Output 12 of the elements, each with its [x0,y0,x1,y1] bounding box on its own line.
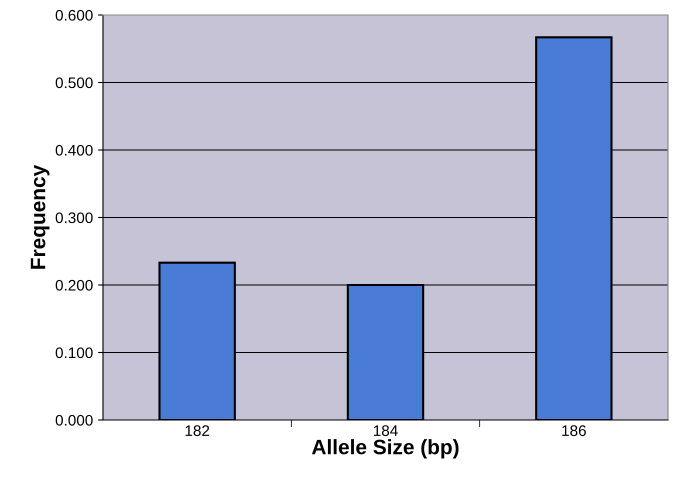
y-tick-label: 0.600 [56,10,93,21]
y-tick-label: 0.300 [56,212,93,224]
y-tick-label: 0.400 [56,144,93,156]
y-axis-title: Frequency [30,164,50,269]
y-tick-label: 0.000 [56,414,93,426]
x-tick-label: 184 [374,425,398,436]
y-tick-label: 0.500 [56,77,93,88]
x-axis-title: Allele Size (bp) [312,439,459,459]
y-tick-label: 0.100 [56,347,93,358]
x-tick-label: 182 [186,425,210,436]
x-tick-label: 186 [562,425,586,436]
y-tick-label: 0.200 [56,280,93,291]
